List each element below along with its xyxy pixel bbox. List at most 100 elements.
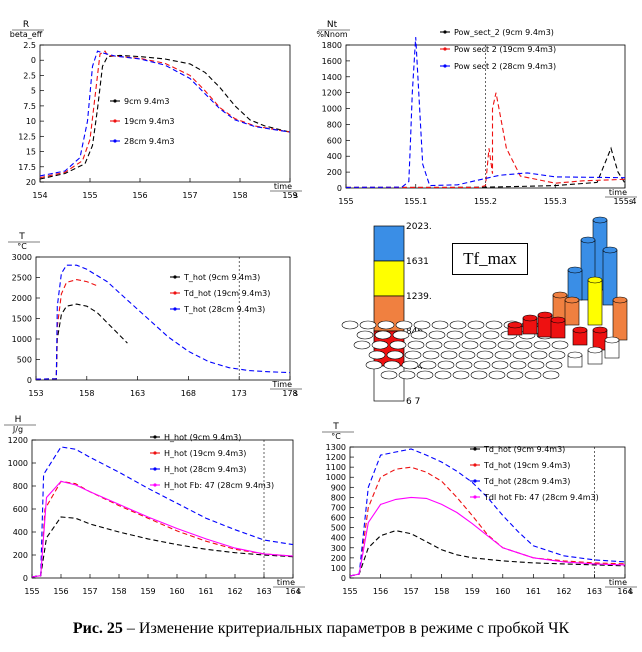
x-tick-label: 153: [28, 389, 43, 398]
legend-label: H_hot (9cm 9.4m3): [164, 433, 241, 442]
core-cell: [530, 350, 548, 360]
x-tick-label: 156: [53, 587, 68, 596]
legend-label: Pow sect 2 (28cm 9.4m3): [454, 62, 556, 71]
legend-marker: [473, 447, 477, 451]
y-tick-label: 400: [13, 528, 28, 537]
core-cell: [551, 340, 569, 350]
core-cell: [374, 330, 392, 340]
tf-max-label: Tf_max: [452, 243, 528, 275]
core-cell: [437, 360, 455, 370]
legend-marker: [443, 47, 447, 51]
chart-1: 2.5 0 2.5 5 7.5 10 12.5 15 17.5 20 154 155 156 157 158…: [10, 20, 302, 200]
legend-marker: [153, 435, 157, 439]
core-cell: [509, 360, 527, 370]
legend-value: 6 7: [406, 397, 420, 407]
core-cell: [431, 320, 449, 330]
core-cell: [446, 330, 464, 340]
x-tick-label: 157: [82, 587, 97, 596]
y-tick-label: 0: [31, 56, 36, 65]
core-cell: [371, 340, 389, 350]
core-column-top: [567, 266, 583, 274]
x-axis-label: Time: [271, 380, 292, 389]
y-tick-label: 5: [31, 87, 36, 96]
x-tick-label: 160: [169, 587, 184, 596]
legend-marker: [113, 99, 117, 103]
core-cell: [512, 350, 530, 360]
y-tick-label: 2.5: [23, 41, 36, 50]
x-tick-label: 155: [24, 587, 39, 596]
legend-marker: [473, 479, 477, 483]
x-axis-unit: s: [297, 587, 301, 596]
y-tick-label: 1800: [322, 41, 342, 50]
x-tick-label: 164: [285, 587, 300, 596]
x-tick-label: 161: [198, 587, 213, 596]
core-column-top: [507, 321, 523, 329]
core-column-top: [612, 296, 628, 304]
y-tick-label: 200: [331, 554, 346, 563]
y-tick-label: 500: [331, 524, 346, 533]
y-tick-label: 400: [331, 534, 346, 543]
chart-3: 0 500 1000 1500 2000 2500 3000 153 158 163 168 173 1…: [8, 232, 302, 398]
core-column-top: [604, 336, 620, 344]
core-column-top: [592, 326, 608, 334]
series-line: [31, 446, 294, 578]
x-tick-label: 164: [617, 587, 632, 596]
x-tick-label: 159: [465, 587, 480, 596]
core-cell: [404, 350, 422, 360]
y-tick-label: 10: [26, 117, 36, 126]
x-tick-label: 156: [373, 587, 388, 596]
y-tick-label: 1200: [8, 436, 28, 445]
x-tick-label: 155.2: [474, 197, 497, 206]
core-cell: [425, 340, 443, 350]
core-cell: [515, 340, 533, 350]
x-axis-unit: s: [294, 389, 298, 398]
y-tick-label: 0: [337, 184, 342, 193]
core-cell: [542, 370, 560, 380]
x-tick-label: 178: [282, 389, 297, 398]
y-tick-label: 2.5: [23, 71, 36, 80]
core-column-top: [587, 276, 603, 284]
x-tick-label: 161: [526, 587, 541, 596]
y-tick-label: 1200: [322, 89, 342, 98]
core-cell: [377, 320, 395, 330]
core-column: [567, 269, 583, 301]
legend-marker: [473, 463, 477, 467]
core-cell: [470, 370, 488, 380]
x-axis-unit: s: [294, 191, 298, 200]
core-column-top: [602, 246, 618, 254]
y-tick-label: 17.5: [18, 163, 36, 172]
series-line: [345, 37, 626, 188]
plot-frame: [39, 44, 291, 183]
x-tick-label: 162: [556, 587, 571, 596]
core-cell: [545, 360, 563, 370]
y-tick-label: 1000: [12, 335, 32, 344]
x-tick-label: 155.1: [404, 197, 427, 206]
core-cell: [416, 370, 434, 380]
core-cell: [455, 360, 473, 370]
core-cell: [467, 320, 485, 330]
x-tick-label: 158: [232, 191, 247, 200]
y-axis-label: Nt: [327, 20, 338, 30]
legend-label: Td_hot (19cm 9.4m3): [183, 289, 270, 298]
core-cell: [419, 360, 437, 370]
x-axis-label: time: [274, 182, 292, 191]
x-tick-label: 173: [232, 389, 247, 398]
series-line: [35, 279, 98, 380]
core-cell: [434, 370, 452, 380]
series-line: [31, 480, 294, 578]
y-tick-label: 800: [327, 120, 342, 129]
legend-label: H_hot Fb: 47 (28cm 9.4m3): [164, 481, 274, 490]
core-column: [612, 299, 628, 341]
x-axis-label: time: [609, 188, 627, 197]
legend-marker: [173, 291, 177, 295]
legend-label: Pow sect 2 (19cm 9.4m3): [454, 45, 556, 54]
legend-label: Pow_sect_2 (9cm 9.4m3): [454, 28, 554, 37]
y-tick-label: 2000: [12, 294, 32, 303]
core-cell: [359, 320, 377, 330]
x-tick-label: 168: [181, 389, 196, 398]
core-cell: [473, 360, 491, 370]
core-cell: [410, 330, 428, 340]
legend-label: 28cm 9.4m3: [124, 137, 175, 146]
legend-marker: [173, 307, 177, 311]
core-cell: [443, 340, 461, 350]
